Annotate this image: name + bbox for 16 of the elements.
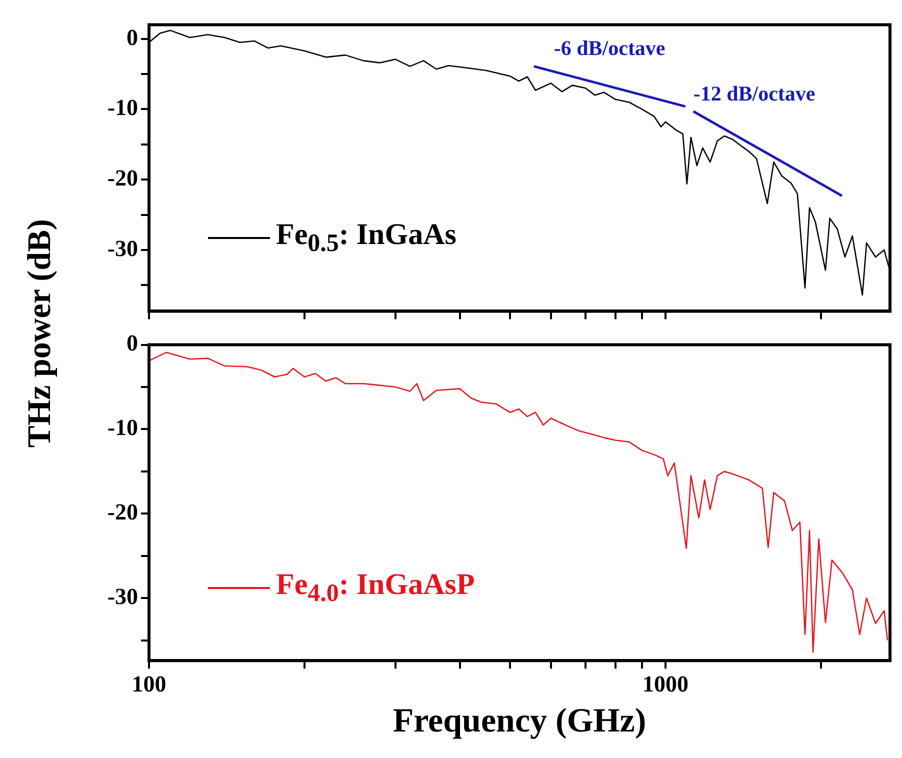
- y-tick-label: -10: [107, 415, 138, 440]
- legend-label: Fe$_{4.0}$: InGaAsP: [276, 568, 475, 608]
- annotation: -6 dB/octave: [554, 36, 666, 60]
- x-tick-label: 100: [132, 671, 166, 696]
- y-tick-label: -20: [107, 166, 138, 191]
- x-tick-label: 1000: [642, 671, 689, 696]
- y-tick-label: -20: [107, 500, 138, 525]
- y-tick-label: 0: [126, 24, 138, 50]
- annotation: -12 dB/octave: [693, 81, 816, 106]
- legend-label: Fe$_{0.5}$: InGaAs: [276, 218, 456, 258]
- y-tick-label: -30: [107, 584, 138, 610]
- x-axis-title: Frequency (GHz): [392, 702, 646, 740]
- y-tick-label: -10: [107, 95, 138, 120]
- y-axis-title: THz power (dB): [22, 218, 59, 448]
- y-tick-label: -30: [107, 236, 138, 261]
- y-tick-label: 0: [126, 330, 138, 356]
